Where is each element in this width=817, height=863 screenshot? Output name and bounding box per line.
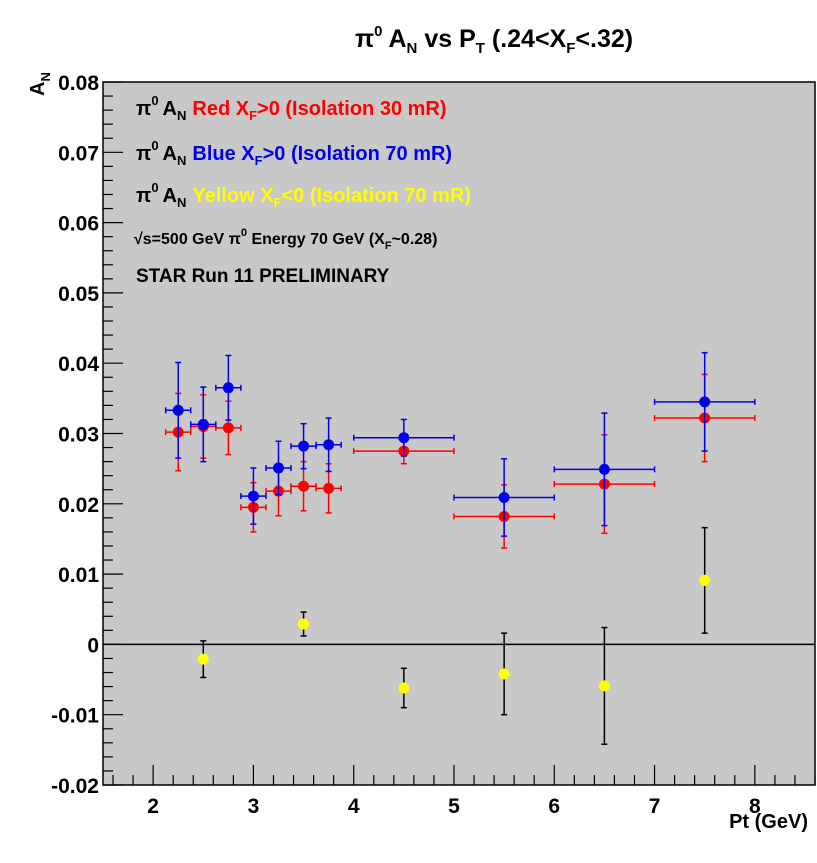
y-tick-label: 0.02 <box>58 494 99 517</box>
y-tick-label: 0.08 <box>58 72 99 95</box>
x-tick-label: 8 <box>749 795 761 818</box>
x-axis-title: Pt (GeV) <box>729 811 808 833</box>
y-tick-label: 0.05 <box>58 283 99 306</box>
data-point-blue <box>247 490 259 502</box>
data-point-red <box>222 422 234 434</box>
axes: -0.02 -0.01 0 0.01 0.02 0.03 0.04 0.05 0.06 0.07 0… <box>51 72 816 818</box>
y-tick-label: -0.02 <box>51 775 99 798</box>
data-point-blue <box>323 439 335 451</box>
data-point-yellow <box>398 682 410 694</box>
x-tick-label: 7 <box>649 795 661 818</box>
y-tick-label: 0.06 <box>58 213 99 236</box>
plot-area <box>102 81 816 786</box>
y-tick-label: 0.04 <box>58 353 99 376</box>
data-point-yellow <box>298 618 310 630</box>
y-tick-label: 0.01 <box>58 564 99 587</box>
data-point-blue <box>398 432 410 444</box>
chart-title: π0 AN vs PT (.24<XF<.32) <box>355 23 633 57</box>
y-tick-label: 0.07 <box>58 142 99 165</box>
data-point-blue <box>197 418 209 430</box>
series-blue <box>164 351 756 537</box>
x-tick-label: 6 <box>548 795 560 818</box>
data-point-blue <box>272 462 284 474</box>
series-yellow <box>197 526 711 745</box>
data-point-yellow <box>598 680 610 692</box>
data-series <box>164 351 756 745</box>
data-point-yellow <box>498 668 510 680</box>
y-tick-label: -0.01 <box>51 705 99 728</box>
data-point-blue <box>598 463 610 475</box>
data-point-red <box>298 480 310 492</box>
data-point-blue <box>298 440 310 452</box>
data-point-blue <box>498 491 510 503</box>
legend-entry-blue: π0 AN Blue XF>0 (Isolation 70 mR) <box>136 138 452 168</box>
data-point-red <box>323 482 335 494</box>
x-tick-label: 5 <box>448 795 460 818</box>
x-tick-label: 2 <box>147 795 159 818</box>
legend: π0 AN Red XF>0 (Isolation 30 mR) π0 AN Blue … <box>134 93 471 287</box>
energy-annotation: √s=500 GeV π0 Energy 70 GeV (XF~0.28) <box>134 227 437 252</box>
data-point-blue <box>172 404 184 416</box>
y-tick-label: 0.03 <box>58 424 99 447</box>
legend-entry-red: π0 AN Red XF>0 (Isolation 30 mR) <box>136 93 447 123</box>
data-point-blue <box>699 396 711 408</box>
data-point-yellow <box>699 574 711 586</box>
x-tick-label: 3 <box>248 795 260 818</box>
data-point-yellow <box>197 653 209 665</box>
y-axis-title: AN <box>27 72 53 96</box>
x-tick-label: 4 <box>348 795 360 818</box>
preliminary-label: STAR Run 11 PRELIMINARY <box>136 266 390 287</box>
y-tick-label: 0 <box>87 634 99 657</box>
data-point-blue <box>222 382 234 394</box>
legend-entry-yellow: π0 AN Yellow XF<0 (Isolation 70 mR) <box>136 180 471 210</box>
